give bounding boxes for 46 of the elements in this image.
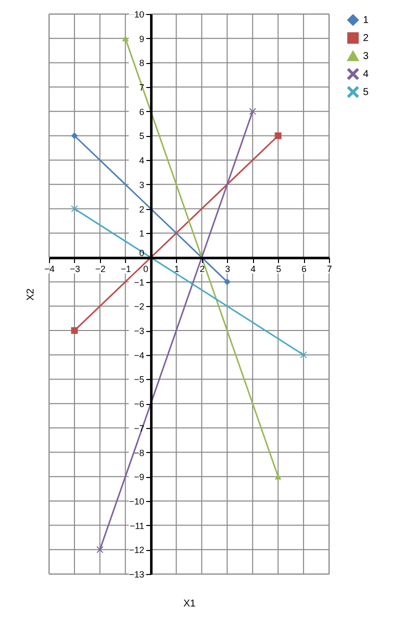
legend-label: 1 xyxy=(363,15,369,26)
y-tick-label: 3 xyxy=(139,180,144,190)
y-tick-label: 5 xyxy=(139,131,144,142)
point xyxy=(96,546,104,554)
y-tick-label: −6 xyxy=(134,399,144,410)
x-tick-label: 1 xyxy=(174,264,180,274)
y-tick-label: 9 xyxy=(139,34,144,44)
y-tick-label: −11 xyxy=(130,520,144,531)
x-tick-label: 2 xyxy=(200,264,205,274)
x-tick-label: −1 xyxy=(120,264,131,274)
point xyxy=(71,132,78,140)
y-tick-label: −9 xyxy=(134,472,144,482)
point xyxy=(249,108,256,115)
legend-label: 3 xyxy=(363,51,369,62)
y-tick-label: 6 xyxy=(139,106,144,117)
y-tick-label: −10 xyxy=(129,496,144,506)
y-axis-title: X2 xyxy=(26,288,36,301)
point xyxy=(71,327,78,334)
y-tick-label: −8 xyxy=(134,448,144,458)
x-tick-label: −2 xyxy=(95,264,106,274)
x-tick-label: 3 xyxy=(225,264,230,274)
y-tick-label: 1 xyxy=(139,228,144,239)
y-tick-label: 4 xyxy=(139,156,144,166)
legend-label: 5 xyxy=(363,87,369,98)
y-tick-label: −5 xyxy=(134,374,144,385)
x-tick-label: −4 xyxy=(44,264,55,274)
y-tick-label: −12 xyxy=(129,545,144,556)
x-axis-title: X1 xyxy=(183,598,196,610)
y-tick-label: −3 xyxy=(134,326,144,336)
point xyxy=(300,352,307,358)
x-tick-label: 5 xyxy=(276,264,282,274)
legend-label: 4 xyxy=(363,69,369,80)
y-tick-label: 8 xyxy=(139,58,144,68)
y-tick-label: −1 xyxy=(134,277,144,288)
y-tick-label: 10 xyxy=(134,10,144,20)
y-tick-label: −2 xyxy=(134,302,144,312)
x-tick-label: 7 xyxy=(326,264,332,274)
y-tick-label: 2 xyxy=(139,204,144,214)
y-tick-label: −13 xyxy=(129,570,144,580)
point xyxy=(274,132,282,140)
x-tick-label: 4 xyxy=(250,264,256,274)
point xyxy=(224,278,231,286)
legend-label: 2 xyxy=(363,33,369,44)
x-tick-label: −3 xyxy=(70,264,80,274)
x-tick-label: 6 xyxy=(302,264,307,274)
y-tick-label: −4 xyxy=(134,350,144,360)
